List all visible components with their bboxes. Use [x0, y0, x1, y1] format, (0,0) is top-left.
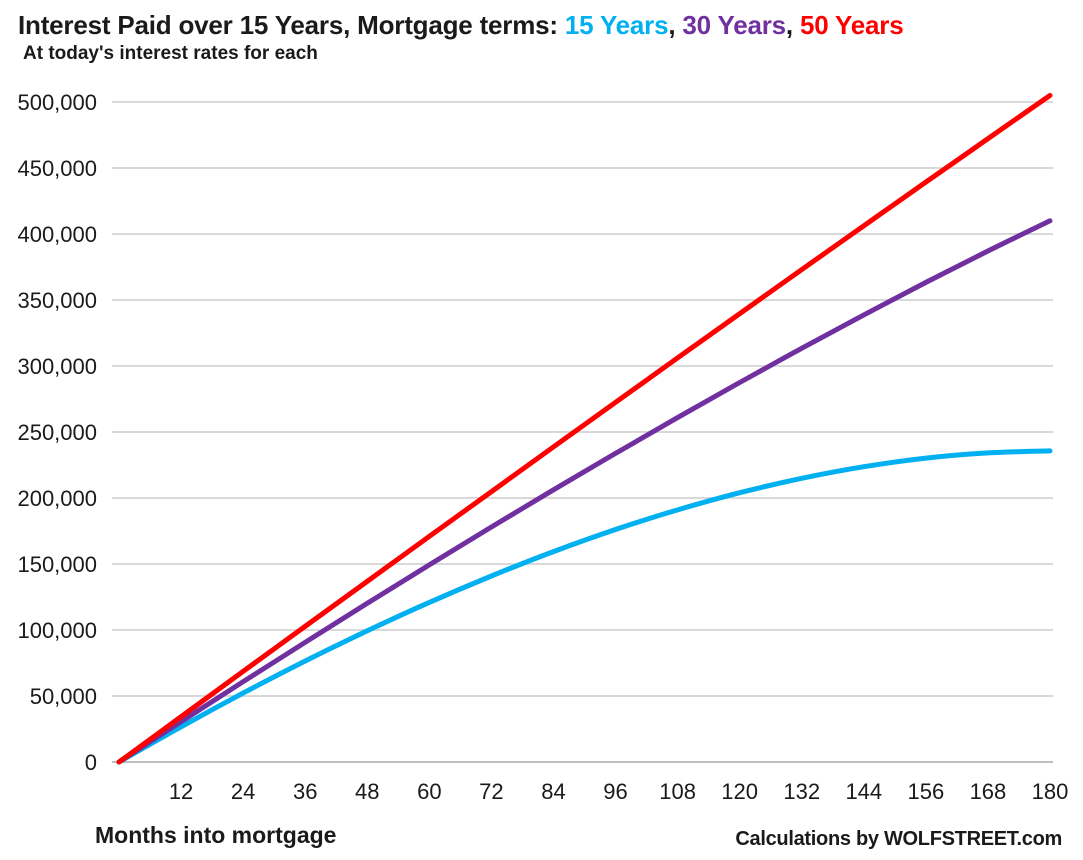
y-axis-label: 200,000 [17, 486, 97, 511]
y-axis-label: 400,000 [17, 222, 97, 247]
y-axis-label: 150,000 [17, 552, 97, 577]
x-axis-label: 36 [293, 779, 317, 804]
chart-subtitle: At today's interest rates for each [23, 43, 318, 64]
y-axis-label: 300,000 [17, 354, 97, 379]
chart-title-prefix: Interest Paid over 15 Years, Mortgage te… [18, 10, 565, 40]
y-axis-label: 50,000 [30, 684, 97, 709]
y-axis-label: 450,000 [17, 156, 97, 181]
series-line-15-years [116, 448, 1053, 765]
x-axis-label: 108 [659, 779, 696, 804]
series-line-30-years [116, 218, 1053, 765]
x-axis-label: 120 [721, 779, 758, 804]
y-axis-label: 0 [85, 750, 97, 775]
x-axis-label: 156 [908, 779, 945, 804]
x-axis-label: 72 [479, 779, 503, 804]
title-separator: , [668, 10, 683, 40]
x-axis-label: 168 [970, 779, 1007, 804]
title-separator: , [785, 10, 800, 40]
x-axis-label: 180 [1032, 779, 1069, 804]
x-axis-label: 84 [541, 779, 565, 804]
x-axis-label: 24 [231, 779, 255, 804]
x-axis-label: 144 [845, 779, 882, 804]
x-axis-label: 60 [417, 779, 441, 804]
legend-term-30-years: 30 Years [682, 10, 786, 40]
x-axis-label: 96 [603, 779, 627, 804]
chart-title: Interest Paid over 15 Years, Mortgage te… [18, 10, 904, 41]
legend-term-50-years: 50 Years [799, 10, 904, 40]
credit-label: Calculations by WOLFSTREET.com [735, 828, 1062, 850]
y-axis-label: 100,000 [17, 618, 97, 643]
y-axis-label: 500,000 [17, 90, 97, 115]
y-axis-label: 350,000 [17, 288, 97, 313]
x-axis-title: Months into mortgage [95, 822, 337, 848]
x-axis-label: 48 [355, 779, 379, 804]
series-line-50-years [116, 92, 1053, 765]
legend-term-15-years: 15 Years [564, 10, 669, 40]
y-axis-label: 250,000 [17, 420, 97, 445]
x-axis-label: 132 [783, 779, 820, 804]
x-axis-label: 12 [169, 779, 193, 804]
